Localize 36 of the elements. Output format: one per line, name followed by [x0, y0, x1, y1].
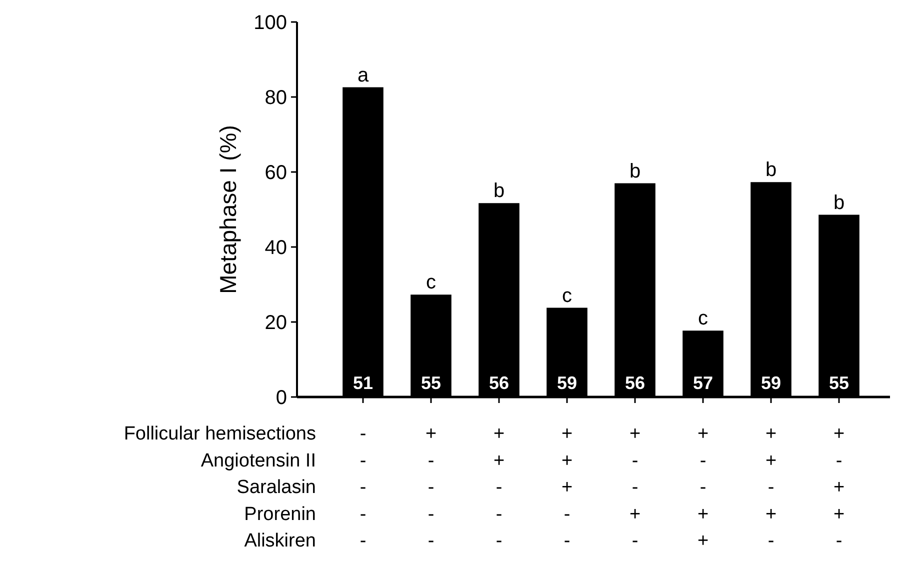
text: Prorenin — [244, 504, 316, 525]
x-tick-label: + - - + + — [697, 424, 709, 552]
annotation: 55 — [828, 373, 850, 393]
y-tick-label: 40 — [264, 237, 287, 259]
y-tick-label: 60 — [264, 162, 287, 184]
annotation: b — [765, 159, 777, 182]
annotation: 57 — [692, 373, 714, 393]
y-tick-label: 100 — [254, 12, 287, 34]
annotation: 56 — [624, 373, 646, 393]
annotation: c — [698, 308, 708, 330]
y-axis-title: Metaphase I (%) — [215, 125, 241, 294]
annotation: b — [629, 160, 641, 182]
annotation: c — [426, 272, 436, 294]
annotation: 59 — [760, 373, 782, 393]
annotation: b — [833, 192, 845, 214]
annotation: b — [493, 180, 505, 202]
x-tick-label: + - - + - — [629, 424, 641, 552]
x-tick-label: + + - - - — [493, 424, 505, 552]
text: Saralasin — [236, 477, 316, 498]
text: Follicular hemisections — [124, 424, 316, 445]
x-tick-label: + + - + - — [765, 424, 777, 552]
annotation: 56 — [488, 373, 510, 393]
annotation: 59 — [556, 373, 578, 393]
annotation: 55 — [420, 373, 442, 393]
text: Aliskiren — [244, 530, 316, 552]
annotation: c — [562, 284, 572, 307]
y-tick-label: 0 — [276, 387, 287, 409]
y-tick-label: 80 — [264, 87, 287, 109]
x-tick-label: + + + - - — [561, 424, 573, 552]
annotation: 51 — [352, 373, 374, 393]
annotation: a — [357, 64, 370, 86]
y-tick-label: 20 — [264, 312, 287, 334]
x-tick-label: - - - - - — [360, 424, 366, 552]
x-tick-label: + - - - - — [425, 424, 437, 552]
text: Angiotensin II — [200, 450, 316, 472]
x-tick-label: + - + + - — [833, 424, 845, 552]
